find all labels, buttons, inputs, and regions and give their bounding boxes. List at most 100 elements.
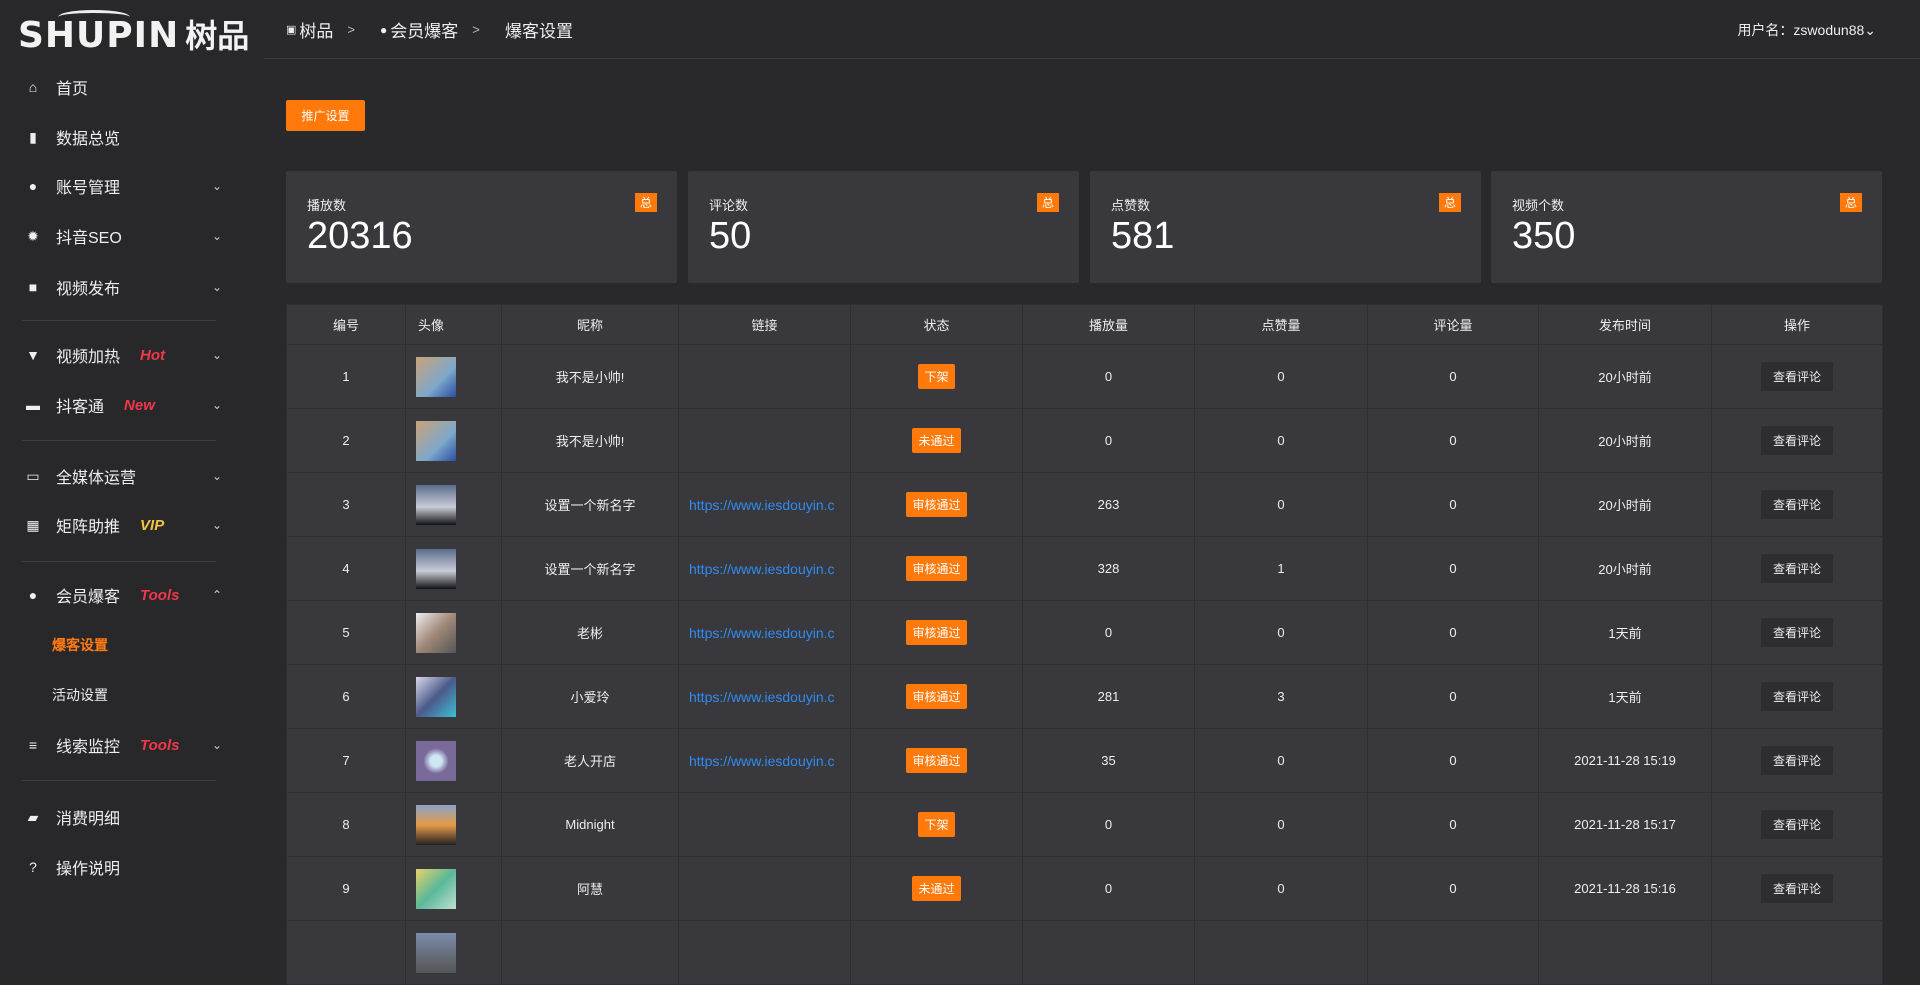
chevron-icon[interactable]: ⌃ <box>212 588 223 602</box>
row-id: 4 <box>286 536 406 601</box>
sidebar-subitem[interactable]: 活动设置 <box>52 687 108 703</box>
view-comments-button[interactable]: 查看评论 <box>1760 682 1833 711</box>
table-row <box>286 920 1883 985</box>
sidebar-item-11[interactable]: ≡ 线索监控 Tools ⌄ <box>0 723 264 767</box>
video-link[interactable]: https://www.iesdouyin.c <box>678 536 851 601</box>
publish-time: 2021-11-28 15:17 <box>1538 792 1712 857</box>
video-link[interactable]: https://www.iesdouyin.c <box>678 664 851 729</box>
breadcrumb-member[interactable]: ● 会员爆客 > <box>380 22 480 41</box>
status-badge: 审核通过 <box>906 748 967 773</box>
table-row: 2 我不是小帅! 未通过 0 0 0 20小时前 查看评论 <box>286 408 1883 473</box>
action-cell: 查看评论 <box>1711 664 1883 729</box>
sidebar-item-label: 矩阵助推 <box>56 519 121 536</box>
column-header: 昵称 <box>501 304 679 345</box>
chevron-icon[interactable]: ⌄ <box>212 179 223 193</box>
likes <box>1194 920 1368 985</box>
video-link[interactable]: https://www.iesdouyin.c <box>678 600 851 665</box>
view-comments-button[interactable]: 查看评论 <box>1760 490 1833 519</box>
chevron-icon[interactable]: ⌄ <box>212 398 223 412</box>
avatar-cell <box>405 856 502 921</box>
video-link[interactable] <box>678 856 851 921</box>
nickname: 阿慧 <box>501 856 679 921</box>
view-comments-button[interactable]: 查看评论 <box>1760 810 1833 839</box>
sidebar-item-1[interactable]: ⌂ 首页 <box>0 65 264 109</box>
sidebar-item-13[interactable]: ? 操作说明 <box>0 845 264 889</box>
avatar-cell <box>405 344 502 409</box>
breadcrumb-current: 爆客设置 <box>505 22 573 41</box>
plays: 0 <box>1022 344 1195 409</box>
column-header: 发布时间 <box>1538 304 1712 345</box>
column-header: 头像 <box>405 304 502 345</box>
logo[interactable]: SHUPIN 树品 <box>18 10 249 54</box>
breadcrumb-home[interactable]: ▣ 树品 > <box>286 22 355 41</box>
view-comments-button[interactable]: 查看评论 <box>1760 618 1833 647</box>
nickname: 设置一个新名字 <box>501 536 679 601</box>
sidebar-item-2[interactable]: ▮ 数据总览 <box>0 115 264 159</box>
chevron-icon[interactable]: ⌄ <box>212 738 223 752</box>
status-badge: 审核通过 <box>906 492 967 517</box>
likes: 0 <box>1194 728 1368 793</box>
avatar <box>416 356 456 397</box>
chevron-icon[interactable]: ⌄ <box>212 518 223 532</box>
sidebar-item-6[interactable]: ▼ 视频加热 Hot ⌄ <box>0 333 264 377</box>
comments: 0 <box>1367 856 1539 921</box>
video-link[interactable] <box>678 344 851 409</box>
plays: 328 <box>1022 536 1195 601</box>
stat-value: 50 <box>709 215 752 257</box>
sidebar-item-10[interactable]: ● 会员爆客 Tools ⌃ <box>0 573 264 617</box>
video-link[interactable]: https://www.iesdouyin.c <box>678 472 851 537</box>
sidebar-item-7[interactable]: ▬ 抖客通 New ⌄ <box>0 383 264 427</box>
comments: 0 <box>1367 792 1539 857</box>
sidebar-item-8[interactable]: ▭ 全媒体运营 ⌄ <box>0 454 264 498</box>
comments: 0 <box>1367 408 1539 473</box>
sidebar-item-9[interactable]: ▦ 矩阵助推 VIP ⌄ <box>0 503 264 547</box>
action-cell: 查看评论 <box>1711 792 1883 857</box>
user-menu[interactable]: 用户名：zswodun88⌄ <box>1737 22 1876 38</box>
likes: 1 <box>1194 536 1368 601</box>
chevron-icon[interactable]: ⌄ <box>212 348 223 362</box>
chevron-icon[interactable]: ⌄ <box>212 280 223 294</box>
video-link[interactable]: https://www.iesdouyin.c <box>678 728 851 793</box>
sidebar-tag: Hot <box>140 346 166 364</box>
column-header: 点赞量 <box>1194 304 1368 345</box>
table-row: 8 Midnight 下架 0 0 0 2021-11-28 15:17 查看评… <box>286 792 1883 857</box>
stat-label: 视频个数 <box>1512 198 1565 213</box>
likes: 3 <box>1194 664 1368 729</box>
stat-label: 评论数 <box>709 198 749 213</box>
likes: 0 <box>1194 600 1368 665</box>
comments: 0 <box>1367 472 1539 537</box>
video-link[interactable] <box>678 408 851 473</box>
video-link[interactable] <box>678 792 851 857</box>
view-comments-button[interactable]: 查看评论 <box>1760 554 1833 583</box>
publish-time: 20小时前 <box>1538 472 1712 537</box>
sidebar-item-3[interactable]: ● 账号管理 ⌄ <box>0 164 264 208</box>
sidebar-subitem[interactable]: 爆客设置 <box>52 637 108 653</box>
data-table: 编号 头像 昵称 链接 状态 播放量 点赞量 评论量 发布时间 操作 1 我不是小帅! 下架 0 … <box>286 304 1883 985</box>
chevron-icon[interactable]: ⌄ <box>212 229 223 243</box>
sidebar-item-label: 数据总览 <box>56 131 121 148</box>
status-badge: 未通过 <box>912 876 961 901</box>
view-comments-button[interactable]: 查看评论 <box>1760 874 1833 903</box>
plays: 0 <box>1022 856 1195 921</box>
chevron-icon[interactable]: ⌄ <box>212 469 223 483</box>
comments: 0 <box>1367 728 1539 793</box>
nickname: 我不是小帅! <box>501 408 679 473</box>
view-comments-button[interactable]: 查看评论 <box>1760 746 1833 775</box>
avatar <box>416 484 456 525</box>
sidebar-item-5[interactable]: ■ 视频发布 ⌄ <box>0 265 264 309</box>
view-comments-button[interactable]: 查看评论 <box>1760 426 1833 455</box>
sidebar-item-4[interactable]: ✹ 抖音SEO ⌄ <box>0 214 264 258</box>
promo-settings-button[interactable]: 推广设置 <box>286 100 365 131</box>
sidebar-tag: Tools <box>140 586 180 604</box>
comments: 0 <box>1367 344 1539 409</box>
divider <box>22 320 216 321</box>
comments: 0 <box>1367 600 1539 665</box>
view-comments-button[interactable]: 查看评论 <box>1760 362 1833 391</box>
sidebar-item-12[interactable]: ▰ 消费明细 <box>0 795 264 839</box>
video-link[interactable] <box>678 920 851 985</box>
sidebar-item-label: 首页 <box>56 81 89 98</box>
plays: 263 <box>1022 472 1195 537</box>
header: ▣ 树品 > ● 会员爆客 > 爆客设置 用户名：zswodun88⌄ <box>264 0 1920 59</box>
stat-value: 20316 <box>307 215 413 257</box>
likes: 0 <box>1194 856 1368 921</box>
